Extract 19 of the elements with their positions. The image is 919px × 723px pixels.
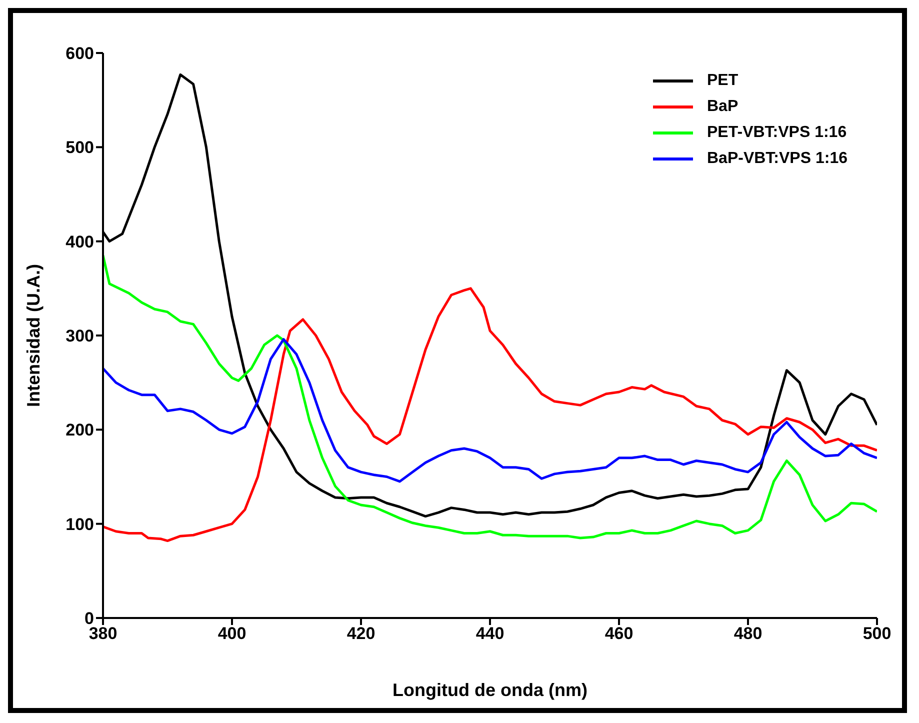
line-series [103, 338, 877, 483]
legend-label: PET-VBT:VPS 1:16 [707, 124, 847, 142]
x-tick-label: 440 [476, 624, 504, 644]
x-axis-title: Longitud de onda (nm) [392, 680, 588, 700]
x-tick-label: 420 [346, 624, 376, 644]
legend-label: PET [707, 72, 738, 90]
x-tick-label: 480 [734, 624, 762, 644]
y-axis-title: Intensidad (U.A.) [23, 264, 44, 407]
y-tick-label: 100 [66, 514, 94, 534]
y-tick-label: 400 [66, 232, 94, 252]
y-tick-label: 500 [66, 138, 94, 158]
y-tick-label: 300 [66, 326, 94, 346]
y-tick-label: 600 [66, 44, 94, 64]
x-tick-label: 400 [218, 624, 246, 644]
x-tick-label: 500 [862, 624, 892, 644]
legend-label: BaP [707, 98, 738, 116]
x-tick-label: 460 [604, 624, 634, 644]
y-tick-label: 200 [66, 420, 94, 440]
legend-label: BaP-VBT:VPS 1:16 [707, 150, 848, 168]
